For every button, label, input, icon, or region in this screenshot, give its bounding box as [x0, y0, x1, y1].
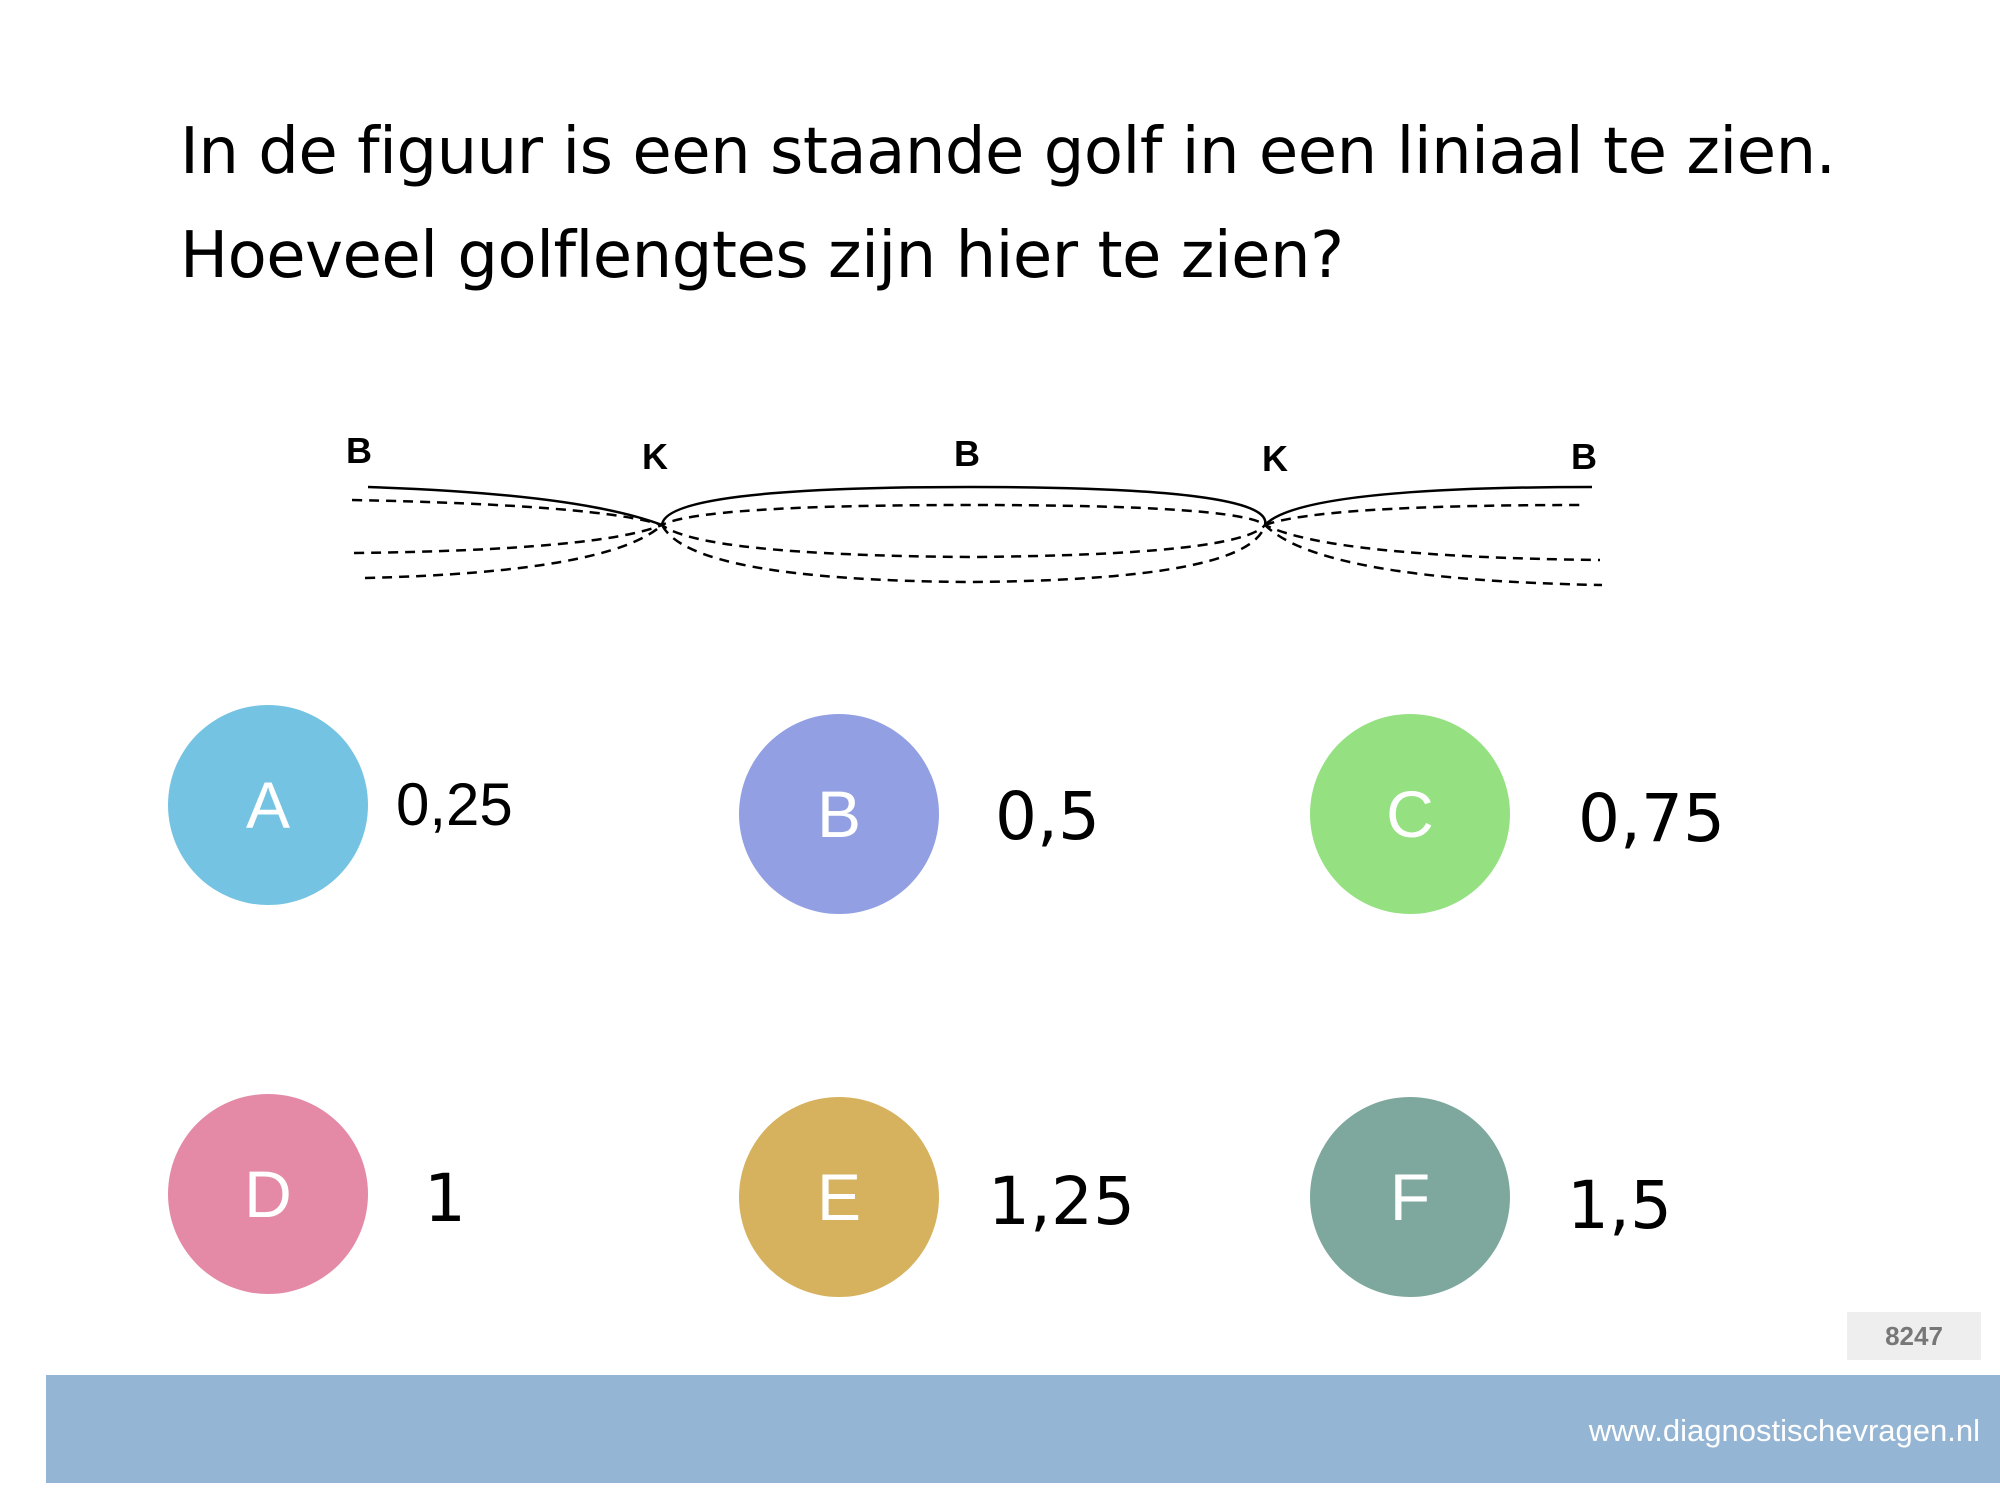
question-line-2: Hoeveel golflengtes zijn hier te zien? [180, 219, 1344, 293]
option-d-button[interactable]: D [168, 1094, 368, 1294]
option-b-letter: B [816, 777, 862, 851]
wave-dashed-line-3 [364, 522, 1603, 587]
wave-dashed-line-2 [353, 523, 1601, 562]
question-line-1: In de figuur is een staande golf in een … [180, 115, 1836, 189]
option-a-letter: A [245, 768, 291, 842]
node-label-b-1: B [346, 430, 372, 471]
option-f-button[interactable]: F [1310, 1097, 1510, 1297]
wave-dashed-line-1 [351, 498, 1583, 527]
option-e-value: 1,25 [988, 1163, 1135, 1240]
footer-bar: www.diagnostischevragen.nl [46, 1375, 2000, 1483]
node-label-k-1: K [642, 436, 668, 477]
option-f-value: 1,5 [1567, 1167, 1672, 1244]
node-label-b-2: B [954, 433, 980, 474]
option-a-value: 0,25 [396, 771, 513, 838]
option-d-letter: D [244, 1157, 292, 1231]
option-c-value: 0,75 [1578, 780, 1725, 857]
option-e-button[interactable]: E [739, 1097, 939, 1297]
question-id-badge: 8247 [1847, 1312, 1981, 1360]
option-f-letter: F [1389, 1160, 1431, 1234]
option-b-value: 0,5 [995, 778, 1100, 855]
option-e-letter: E [816, 1160, 862, 1234]
option-c-button[interactable]: C [1310, 714, 1510, 914]
question-text: In de figuur is een staande golf in een … [180, 100, 1960, 308]
option-b-button[interactable]: B [739, 714, 939, 914]
wave-solid-line [367, 485, 1593, 527]
footer-url: www.diagnostischevragen.nl [1588, 1413, 1980, 1448]
option-c-letter: C [1386, 777, 1434, 851]
option-a-button[interactable]: A [168, 705, 368, 905]
option-d-value: 1 [424, 1160, 466, 1237]
node-label-b-3: B [1571, 436, 1597, 477]
node-label-k-2: K [1262, 438, 1288, 479]
